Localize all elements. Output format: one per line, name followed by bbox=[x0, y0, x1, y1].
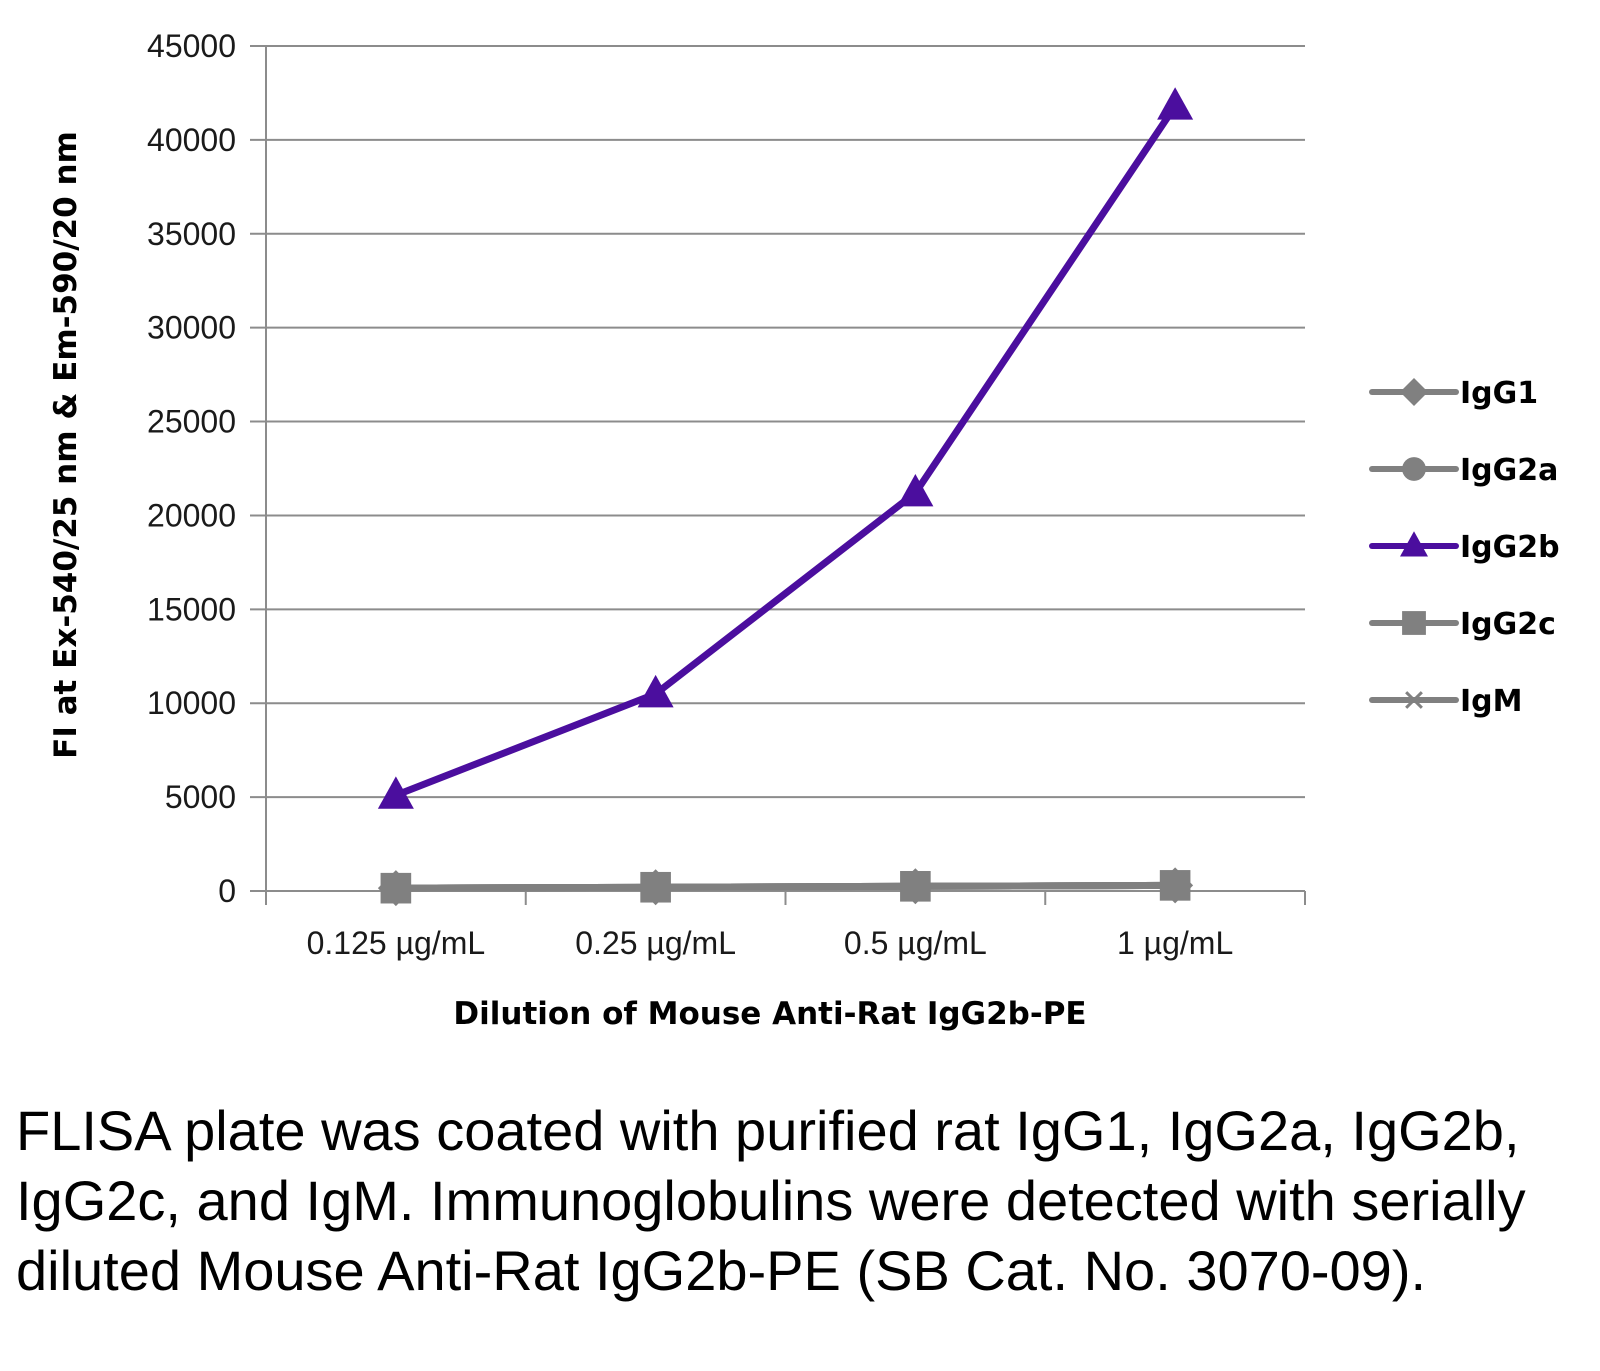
legend-marker bbox=[1402, 457, 1426, 481]
legend-item-igg2b: IgG2b bbox=[1369, 530, 1560, 565]
gridlines bbox=[250, 45, 1305, 799]
x-tick-label: 1 µg/mL bbox=[1117, 925, 1233, 961]
y-tick-label: 10000 bbox=[147, 685, 236, 721]
series-lines bbox=[377, 87, 1194, 907]
x-tick-labels: 0.125 µg/mL 0.25 µg/mL 0.5 µg/mL 1 µg/mL bbox=[307, 925, 1234, 961]
legend-label: IgG1 bbox=[1460, 376, 1538, 411]
star-stroke bbox=[1405, 691, 1423, 709]
data-point-igm bbox=[381, 877, 411, 900]
legend-marker bbox=[1402, 611, 1426, 635]
series-line-igg2b bbox=[392, 102, 1179, 799]
x-tick-label: 0.125 µg/mL bbox=[307, 925, 486, 961]
figure-caption: FLISA plate was coated with purified rat… bbox=[16, 1099, 1526, 1302]
data-point-igg2b bbox=[377, 776, 414, 809]
axes bbox=[250, 46, 1306, 905]
y-tick-label: 25000 bbox=[147, 404, 236, 440]
y-tick-label: 20000 bbox=[147, 497, 236, 533]
legend-item-igg1: IgG1 bbox=[1369, 376, 1538, 411]
y-tick-label: 40000 bbox=[147, 122, 236, 158]
legend: IgG1 IgG2a IgG2b IgG2c IgM bbox=[1369, 376, 1560, 719]
x-tick-label: 0.5 µg/mL bbox=[844, 925, 987, 961]
y-tick-label: 35000 bbox=[147, 216, 236, 252]
data-point-igg2b bbox=[637, 674, 674, 708]
data-point-igg2b bbox=[897, 474, 934, 507]
data-point-igm bbox=[1160, 874, 1190, 897]
legend-marker bbox=[1400, 378, 1428, 406]
line-chart: 0 5000 10000 15000 20000 25000 30000 35000 40000… bbox=[48, 28, 1560, 1032]
y-axis-title: FI at Ex-540/25 nm & Em-590/20 nm bbox=[48, 131, 84, 759]
x-tick-label: 0.25 µg/mL bbox=[575, 925, 736, 961]
series-line-igm bbox=[392, 881, 1179, 892]
y-tick-label: 15000 bbox=[147, 591, 236, 627]
data-point-igm bbox=[641, 876, 671, 899]
star-stroke bbox=[1163, 874, 1187, 897]
legend-marker bbox=[1402, 691, 1426, 709]
x-axis-title: Dilution of Mouse Anti-Rat IgG2b-PE bbox=[453, 996, 1086, 1032]
legend-item-igg2c: IgG2c bbox=[1369, 607, 1556, 642]
legend-item-igm: IgM bbox=[1369, 684, 1523, 719]
data-point-igm bbox=[900, 875, 930, 898]
y-tick-label: 30000 bbox=[147, 310, 236, 346]
y-tick-labels: 0 5000 10000 15000 20000 25000 30000 35000 40000… bbox=[147, 28, 236, 909]
legend-label: IgM bbox=[1460, 684, 1523, 719]
legend-label: IgG2c bbox=[1460, 607, 1556, 642]
legend-marker bbox=[1400, 531, 1428, 557]
y-tick-label: 0 bbox=[218, 873, 236, 909]
legend-label: IgG2a bbox=[1460, 453, 1558, 488]
legend-item-igg2a: IgG2a bbox=[1369, 453, 1558, 488]
star-stroke bbox=[644, 876, 667, 899]
star-stroke bbox=[384, 877, 408, 900]
legend-label: IgG2b bbox=[1460, 530, 1560, 565]
star-stroke bbox=[904, 875, 927, 898]
y-tick-label: 45000 bbox=[147, 28, 236, 64]
y-tick-label: 5000 bbox=[165, 779, 236, 815]
data-point-igg2b bbox=[1157, 87, 1194, 120]
